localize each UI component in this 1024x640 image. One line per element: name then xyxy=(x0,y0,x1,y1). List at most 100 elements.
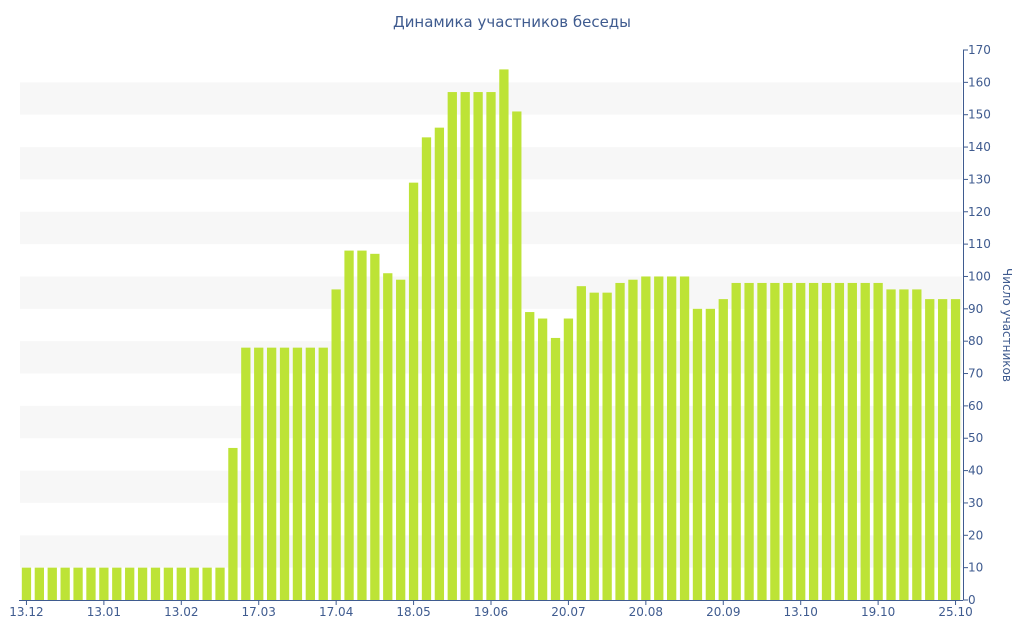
bar xyxy=(654,276,664,600)
bar xyxy=(279,347,290,600)
x-tick-label: 13.12 xyxy=(9,605,43,619)
bar xyxy=(783,282,793,600)
bar xyxy=(305,347,315,600)
bar xyxy=(34,567,45,600)
bar xyxy=(563,318,574,600)
bar xyxy=(112,567,122,600)
bar xyxy=(615,282,625,600)
bar xyxy=(73,567,83,600)
bar xyxy=(241,347,251,600)
y-tick-label: 130 xyxy=(968,172,991,186)
bar xyxy=(408,182,419,600)
x-tick-label: 25.10 xyxy=(938,605,972,619)
bar xyxy=(899,289,909,600)
y-tick-label: 90 xyxy=(968,302,983,316)
bar-series xyxy=(21,69,961,601)
y-tick-label: 140 xyxy=(968,140,991,154)
bar xyxy=(550,337,561,600)
bar xyxy=(396,279,406,600)
x-tick-label: 20.07 xyxy=(551,605,585,619)
bar xyxy=(486,92,496,600)
x-tick-label: 13.10 xyxy=(784,605,818,619)
y-tick-label: 40 xyxy=(968,464,983,478)
bar xyxy=(667,276,677,600)
bar xyxy=(925,299,935,600)
bar xyxy=(641,276,651,600)
bar xyxy=(628,279,638,600)
bar xyxy=(692,308,703,600)
bar xyxy=(215,567,225,600)
bar xyxy=(189,567,199,600)
bar xyxy=(576,286,586,600)
y-axis: 0 10 20 30 40 50 60 70 80 90 100 110 120 130 140 150 160… xyxy=(963,43,1014,607)
bar xyxy=(370,253,380,600)
y-tick-label: 60 xyxy=(968,399,983,413)
bar xyxy=(357,250,367,600)
bar xyxy=(434,127,445,600)
bar xyxy=(705,308,716,600)
bar xyxy=(383,273,393,600)
bar xyxy=(60,567,70,600)
bar xyxy=(537,318,548,600)
x-tick-label: 19.06 xyxy=(474,605,508,619)
x-tick-label: 18.05 xyxy=(396,605,430,619)
bar xyxy=(860,282,870,600)
x-tick-label: 20.08 xyxy=(629,605,663,619)
bar xyxy=(331,289,341,600)
bar xyxy=(499,69,509,601)
y-tick-label: 100 xyxy=(968,269,991,283)
bar xyxy=(228,447,238,600)
bar xyxy=(808,282,819,600)
y-tick-label: 170 xyxy=(968,43,991,57)
y-tick-label: 80 xyxy=(968,334,983,348)
y-tick-label: 120 xyxy=(968,205,991,219)
bar xyxy=(847,282,857,600)
bar xyxy=(950,299,961,600)
bar xyxy=(292,347,303,600)
bar xyxy=(886,289,896,600)
bar xyxy=(163,567,174,600)
bar xyxy=(589,292,599,600)
bar xyxy=(460,92,470,600)
x-axis: 13.12 13.01 13.02 17.03 17.04 18.05 19.06 20.07… xyxy=(9,600,973,619)
bar xyxy=(679,276,690,600)
y-tick-label: 50 xyxy=(968,431,983,445)
bar xyxy=(796,282,806,600)
y-tick-label: 20 xyxy=(968,528,983,542)
y-tick-label: 150 xyxy=(968,108,991,122)
bar xyxy=(602,292,612,600)
x-tick-label: 17.03 xyxy=(242,605,276,619)
bar xyxy=(125,567,135,600)
bar xyxy=(86,567,96,600)
x-tick-label: 19.10 xyxy=(861,605,895,619)
bar xyxy=(266,347,277,600)
bar xyxy=(473,92,483,600)
x-tick-label: 13.01 xyxy=(87,605,121,619)
bar xyxy=(421,137,432,600)
bar xyxy=(873,282,883,600)
y-tick-label: 30 xyxy=(968,496,983,510)
bar xyxy=(202,567,212,600)
y-tick-label: 160 xyxy=(968,75,991,89)
y-axis-title: Число участников xyxy=(1000,268,1014,382)
bar xyxy=(447,92,457,600)
bar xyxy=(254,347,264,600)
x-tick-label: 20.09 xyxy=(706,605,740,619)
y-tick-label: 0 xyxy=(968,593,976,607)
y-tick-label: 10 xyxy=(968,561,983,575)
bar xyxy=(344,250,354,600)
bar xyxy=(525,312,535,600)
x-tick-label: 17.04 xyxy=(319,605,353,619)
bar xyxy=(512,111,522,601)
bar xyxy=(318,347,328,600)
bar xyxy=(834,282,845,600)
bar xyxy=(821,282,832,600)
x-tick-label: 13.02 xyxy=(164,605,198,619)
bar xyxy=(718,299,728,600)
bar xyxy=(744,282,754,600)
bar xyxy=(150,567,161,600)
bar xyxy=(912,289,922,600)
bar xyxy=(770,282,780,600)
bar xyxy=(99,567,109,600)
